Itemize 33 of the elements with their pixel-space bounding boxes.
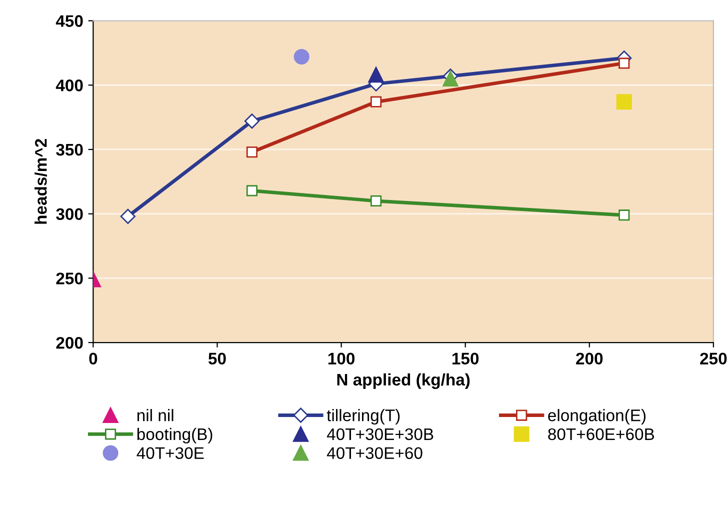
y-tick-label: 350 [56, 144, 83, 156]
legend-label: booting(B) [137, 428, 212, 444]
y-tick-label: 250 [56, 272, 83, 284]
y-tick-label: 200 [56, 336, 83, 349]
x-tick-label: 50 [208, 352, 226, 365]
point [616, 94, 632, 110]
point [246, 146, 258, 158]
point [120, 208, 136, 224]
x-tick-label: 200 [576, 352, 603, 365]
point [294, 49, 310, 65]
legend-label: tillering(T) [326, 409, 400, 425]
y-tick-label: 450 [56, 15, 83, 27]
legend-label: 40T+30E+30B [326, 428, 434, 440]
point [246, 185, 258, 196]
y-tick-label: 400 [56, 80, 83, 92]
point [370, 96, 382, 108]
x-tick-label: 150 [452, 352, 479, 365]
point [368, 67, 384, 83]
point [618, 210, 630, 221]
point [618, 58, 630, 69]
y-tick-label: 300 [56, 208, 83, 220]
point [244, 114, 260, 129]
y-axis-title: heads/m^2 [34, 139, 47, 224]
legend-label: nil nil [137, 409, 174, 422]
legend-label: elongation(E) [548, 409, 646, 425]
x-tick-label: 0 [89, 352, 98, 365]
x-tick-label: 100 [328, 352, 355, 365]
legend-label: 40T+30E [136, 447, 204, 460]
point [370, 195, 382, 207]
legend-label: 80T+60E+60B [548, 428, 654, 440]
legend-label: 40T+30E+60 [326, 447, 422, 460]
x-tick-label: 250 [700, 352, 727, 365]
x-axis-title: N applied (kg/ha) [337, 373, 470, 389]
